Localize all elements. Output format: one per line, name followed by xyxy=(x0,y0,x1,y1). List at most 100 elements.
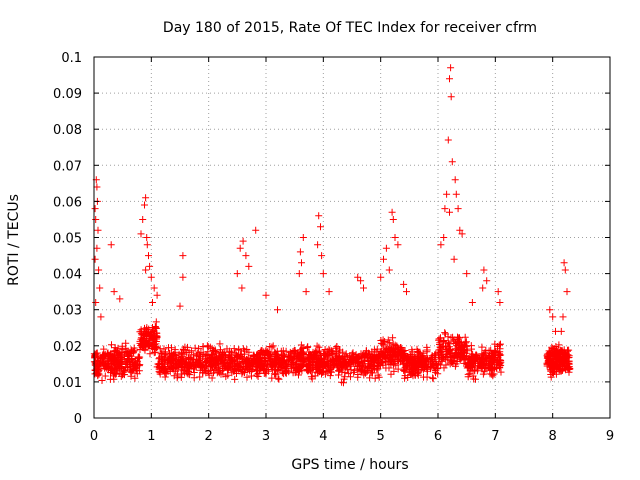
data-point xyxy=(453,353,461,360)
data-point xyxy=(232,351,240,359)
data-point xyxy=(95,266,103,274)
data-point xyxy=(262,347,270,355)
data-point xyxy=(182,367,190,375)
data-point xyxy=(305,354,313,362)
data-point xyxy=(148,345,156,352)
data-point xyxy=(274,306,281,314)
y-tick-label: 0.1 xyxy=(61,51,82,66)
data-point xyxy=(231,366,238,374)
data-point xyxy=(469,358,477,366)
data-point xyxy=(364,364,372,372)
data-point xyxy=(458,230,466,238)
data-point xyxy=(304,343,312,351)
data-point xyxy=(408,360,416,368)
data-point xyxy=(134,354,142,362)
data-point xyxy=(93,244,101,252)
data-point xyxy=(414,354,421,362)
chart-title: Day 180 of 2015, Rate Of TEC Index for r… xyxy=(163,20,537,36)
data-point xyxy=(122,358,130,366)
data-point xyxy=(480,368,488,376)
data-point xyxy=(469,372,477,380)
data-point xyxy=(419,349,427,357)
data-point xyxy=(479,354,487,362)
data-point xyxy=(351,357,359,365)
data-point xyxy=(307,373,315,381)
data-point xyxy=(452,190,460,198)
data-point xyxy=(552,343,560,350)
data-point xyxy=(142,266,150,274)
data-point xyxy=(480,351,488,359)
data-point xyxy=(161,373,169,381)
data-point xyxy=(233,270,241,278)
x-tick-label: 1 xyxy=(147,429,155,444)
data-point xyxy=(165,356,173,364)
data-point xyxy=(558,359,566,367)
data-point xyxy=(137,335,145,343)
data-point xyxy=(385,266,393,274)
data-point xyxy=(496,359,504,367)
data-point xyxy=(98,357,106,365)
data-point xyxy=(400,280,408,288)
data-point xyxy=(461,333,469,341)
data-point xyxy=(260,355,268,362)
data-point xyxy=(388,208,396,216)
data-point xyxy=(92,353,100,360)
data-point xyxy=(482,357,490,365)
data-point xyxy=(271,370,279,378)
data-point xyxy=(350,367,358,375)
data-point xyxy=(266,343,274,350)
x-tick-label: 6 xyxy=(434,429,442,444)
data-point xyxy=(159,355,167,363)
x-tick-label: 2 xyxy=(205,429,213,444)
data-point xyxy=(456,226,464,234)
data-point xyxy=(166,351,174,359)
data-point xyxy=(167,363,175,371)
data-point xyxy=(113,366,121,374)
data-point xyxy=(391,234,399,241)
data-point xyxy=(224,354,232,362)
data-point xyxy=(242,252,250,260)
data-point xyxy=(278,369,286,377)
data-point xyxy=(118,356,126,364)
data-point xyxy=(318,252,326,260)
data-point xyxy=(246,367,254,375)
data-point xyxy=(354,273,362,281)
data-point xyxy=(394,241,402,249)
data-point xyxy=(118,345,126,353)
data-point xyxy=(197,359,205,367)
data-point xyxy=(363,347,370,355)
data-point xyxy=(409,369,416,377)
data-point xyxy=(556,348,564,356)
data-point xyxy=(98,377,106,384)
data-point xyxy=(195,345,203,353)
data-point xyxy=(563,288,571,296)
data-point xyxy=(97,313,105,321)
data-point xyxy=(190,369,198,376)
data-point xyxy=(139,216,147,223)
data-point xyxy=(438,354,446,362)
data-point xyxy=(431,351,439,359)
data-point xyxy=(235,345,243,353)
data-point xyxy=(209,350,217,358)
data-point xyxy=(153,334,161,342)
data-point xyxy=(129,363,137,371)
data-point xyxy=(325,288,333,296)
data-point xyxy=(454,205,462,213)
data-point xyxy=(203,342,211,350)
data-point xyxy=(271,359,279,367)
data-point xyxy=(447,64,455,72)
data-point xyxy=(389,334,397,342)
data-point xyxy=(103,363,111,370)
data-point xyxy=(317,350,325,358)
data-point xyxy=(206,343,214,351)
data-point xyxy=(320,349,328,357)
data-point xyxy=(109,356,117,363)
data-point xyxy=(429,374,437,382)
data-point xyxy=(260,369,268,377)
data-point xyxy=(298,348,306,356)
data-point xyxy=(343,362,351,370)
data-point xyxy=(348,356,356,363)
data-point xyxy=(347,361,355,369)
data-point xyxy=(370,365,378,373)
data-point xyxy=(214,360,222,368)
